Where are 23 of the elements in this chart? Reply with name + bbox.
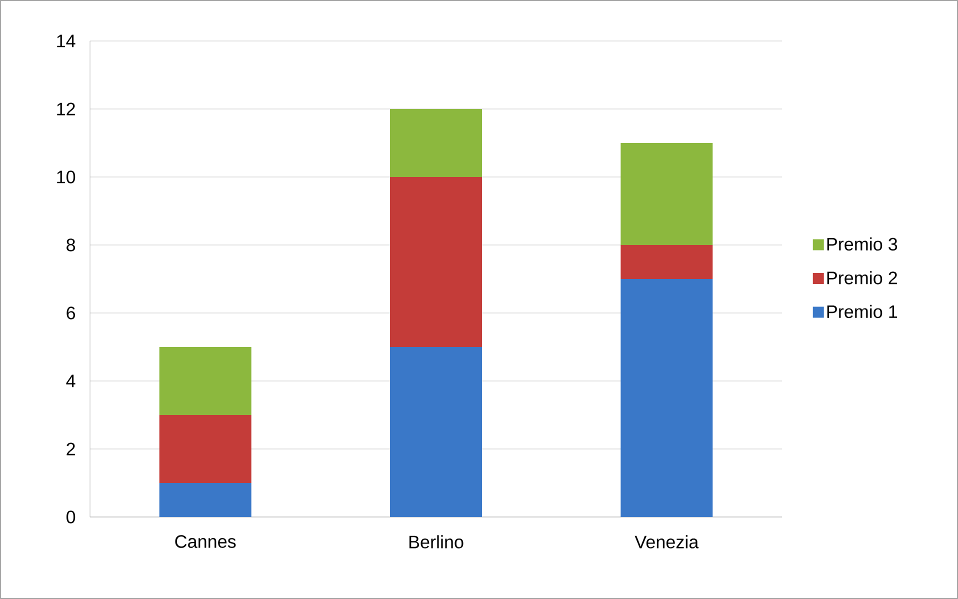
y-tick-label: 14: [57, 34, 76, 48]
bar: [159, 346, 252, 415]
legend-label: Premio 3: [827, 237, 898, 251]
y-tick-label: 10: [57, 170, 76, 184]
bar: [159, 414, 252, 483]
y-tick-label: 8: [66, 238, 76, 252]
bar: [620, 244, 713, 279]
bar: [159, 482, 252, 517]
bar: [620, 278, 713, 517]
y-tick-label: 0: [66, 510, 76, 524]
bar: [390, 346, 482, 517]
y-tick-label: 12: [57, 102, 75, 116]
legend-label: Premio 2: [827, 271, 897, 284]
x-tick-label: Venezia: [634, 535, 699, 548]
bar: [390, 176, 482, 347]
y-tick-label: 6: [66, 306, 76, 320]
legend-label: Premio 1: [827, 304, 897, 318]
x-tick-label: Cannes: [175, 535, 236, 548]
y-tick-label: 2: [66, 442, 75, 456]
y-tick-label: 4: [66, 374, 76, 388]
bar: [390, 108, 482, 177]
bar: [620, 142, 713, 245]
x-tick-label: Berlino: [409, 535, 464, 548]
